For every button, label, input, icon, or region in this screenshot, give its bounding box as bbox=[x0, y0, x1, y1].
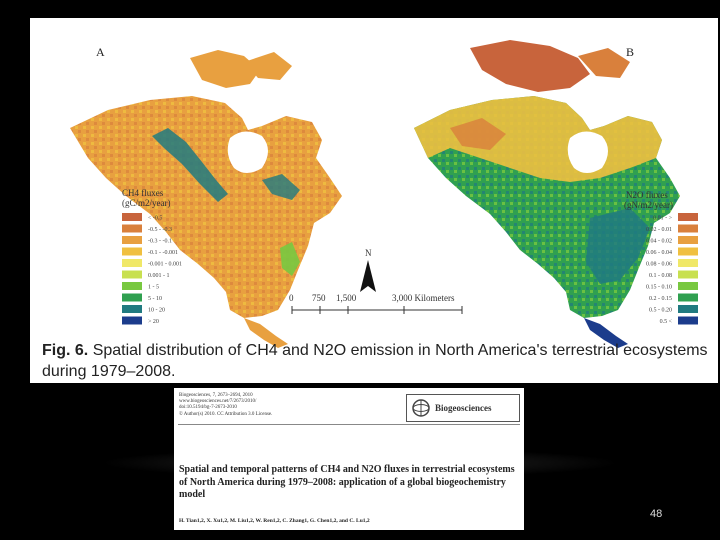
caption-text: Spatial distribution of CH4 and N2O emis… bbox=[42, 342, 708, 380]
ch4-legend-swatch bbox=[122, 236, 142, 244]
paper-header-image: Biogeosciences, 7, 2673–2694, 2010 www.b… bbox=[174, 388, 524, 530]
n2o-legend-swatch bbox=[678, 293, 698, 302]
ch4-wetland-belt bbox=[152, 128, 228, 202]
ch4-hudson-bay bbox=[227, 131, 268, 173]
n2o-legend-label: 0.15 - 0.10 bbox=[646, 285, 672, 291]
meta-line: Biogeosciences, 7, 2673–2694, 2010 bbox=[179, 393, 253, 398]
ch4-legend-swatch bbox=[122, 305, 142, 313]
ch4-central-america bbox=[244, 318, 288, 348]
paper-authors: H. Tian1,2, X. Xu1,2, M. Liu1,2, W. Ren1… bbox=[179, 518, 370, 524]
ch4-mainland bbox=[70, 96, 342, 318]
north-arrow: N bbox=[360, 248, 376, 292]
n2o-legend-label: 0.5 < bbox=[660, 319, 673, 325]
n2o-southeast-core bbox=[586, 208, 650, 284]
ch4-legend-label: 1 - 5 bbox=[148, 285, 159, 291]
ch4-legend-swatch bbox=[122, 316, 142, 325]
ch4-legend-swatch bbox=[122, 259, 142, 267]
header-divider bbox=[178, 424, 520, 425]
n2o-legend-swatch bbox=[678, 305, 698, 313]
ch4-legend-label: -0.001 - 0.001 bbox=[148, 262, 182, 268]
n2o-legend-title-2: (gN/m2/year) bbox=[624, 200, 673, 210]
meta-line: © Author(s) 2010. CC Attribution 3.0 Lic… bbox=[179, 411, 273, 417]
flux-maps: A CH4 fluxes (gC/m2/year) < -0.5 -0.5 - -… bbox=[70, 40, 698, 348]
n2o-legend-label: 0.2 - 0.15 bbox=[649, 296, 672, 302]
n2o-legend-swatch bbox=[678, 270, 698, 279]
n2o-arctic-islands bbox=[470, 40, 590, 92]
n2o-legend-label: 0.01 - > bbox=[653, 216, 672, 222]
ch4-legend-swatch bbox=[122, 282, 142, 290]
ch4-legend-label: -0.5 - -0.3 bbox=[148, 227, 172, 233]
journal-logo-box: Biogeosciences bbox=[406, 394, 520, 422]
ch4-legend-title-1: CH4 fluxes bbox=[122, 188, 164, 198]
ch4-legend-swatch bbox=[122, 213, 142, 221]
figure-caption: Fig. 6. Spatial distribution of CH4 and … bbox=[42, 340, 712, 382]
n2o-legend-label: 0.08 - 0.06 bbox=[646, 262, 672, 268]
paper-title: Spatial and temporal patterns of CH4 and… bbox=[179, 464, 515, 500]
n2o-legend-swatch bbox=[678, 259, 698, 267]
n2o-map: B N2O fluxes (gN/m2/year) 0.01 - > 0.02 -… bbox=[414, 40, 698, 348]
n2o-legend: 0.01 - > 0.02 - 0.01 0.04 - 0.02 0.06 - 0.0… bbox=[646, 213, 698, 325]
scale-bar: 0 750 1,500 3,000 Kilometers bbox=[289, 293, 463, 314]
north-arrow-label: N bbox=[365, 248, 372, 258]
figure-panel: A CH4 fluxes (gC/m2/year) < -0.5 -0.5 - -… bbox=[30, 18, 718, 383]
ch4-arctic-islands bbox=[190, 50, 260, 88]
ch4-legend-label: > 20 bbox=[148, 319, 159, 325]
n2o-legend-label: 0.5 - 0.20 bbox=[649, 308, 672, 314]
ch4-legend-label: 0.001 - 1 bbox=[148, 273, 170, 279]
panel-a-letter: A bbox=[96, 45, 105, 59]
ch4-legend-title-2: (gC/m2/year) bbox=[122, 198, 171, 208]
panel-b-letter: B bbox=[626, 45, 634, 59]
caption-label: Fig. 6. bbox=[42, 342, 89, 359]
journal-name: Biogeosciences bbox=[435, 403, 492, 413]
scale-label-3000: 3,000 Kilometers bbox=[392, 293, 455, 303]
globe-icon bbox=[412, 399, 430, 417]
n2o-legend-label: 0.02 - 0.01 bbox=[646, 227, 672, 233]
scale-label-0: 0 bbox=[289, 293, 294, 303]
ch4-legend-label: -0.1 - -0.001 bbox=[148, 250, 178, 256]
n2o-legend-swatch bbox=[678, 247, 698, 256]
ch4-legend-label: < -0.5 bbox=[148, 216, 162, 222]
slide-page-number: 48 bbox=[650, 508, 663, 520]
n2o-legend-swatch bbox=[678, 236, 698, 244]
paper-metadata: Biogeosciences, 7, 2673–2694, 2010 www.b… bbox=[179, 393, 399, 418]
n2o-central-america bbox=[584, 318, 628, 348]
ch4-legend-swatch bbox=[122, 270, 142, 279]
n2o-legend-swatch bbox=[678, 316, 698, 325]
n2o-legend-swatch bbox=[678, 213, 698, 221]
ch4-legend: < -0.5 -0.5 - -0.3 -0.3 - -0.1 -0.1 - -0.00… bbox=[122, 213, 182, 325]
meta-line: www.biogeosciences.net/7/2673/2010/ bbox=[179, 399, 257, 405]
n2o-legend-label: 0.1 - 0.08 bbox=[649, 273, 672, 279]
n2o-legend-swatch bbox=[678, 224, 698, 233]
ch4-legend-label: 10 - 20 bbox=[148, 308, 165, 314]
ch4-legend-swatch bbox=[122, 293, 142, 302]
meta-line: doi:10.5194/bg-7-2673-2010 bbox=[179, 405, 237, 411]
n2o-legend-label: 0.04 - 0.02 bbox=[646, 239, 672, 245]
n2o-legend-swatch bbox=[678, 282, 698, 290]
ch4-legend-swatch bbox=[122, 224, 142, 233]
n2o-legend-title-1: N2O fluxes bbox=[626, 190, 668, 200]
n2o-legend-label: 0.06 - 0.04 bbox=[646, 250, 672, 256]
ch4-map: A CH4 fluxes (gC/m2/year) < -0.5 -0.5 - -… bbox=[70, 45, 342, 348]
ch4-legend-label: -0.3 - -0.1 bbox=[148, 239, 172, 245]
n2o-hudson-bay bbox=[567, 131, 608, 173]
ch4-legend-label: 5 - 10 bbox=[148, 296, 162, 302]
ch4-legend-swatch bbox=[122, 247, 142, 256]
scale-label-1500: 1,500 bbox=[336, 293, 357, 303]
scale-label-750: 750 bbox=[312, 293, 326, 303]
